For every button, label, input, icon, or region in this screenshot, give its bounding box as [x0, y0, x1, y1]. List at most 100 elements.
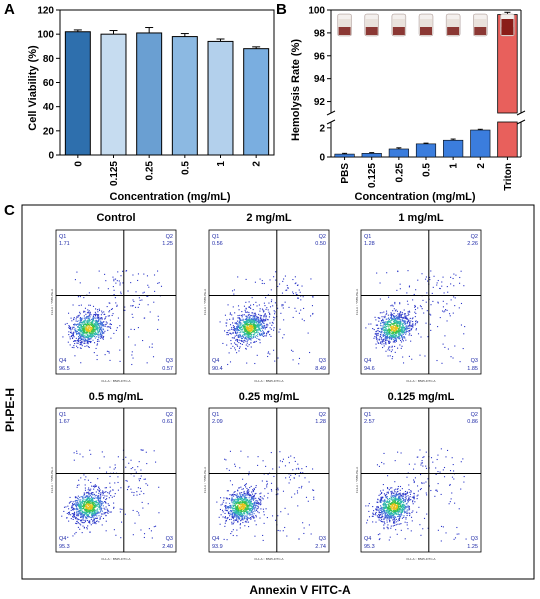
flow-event [80, 324, 83, 326]
flow-event [91, 485, 93, 487]
flow-event [88, 315, 90, 317]
flow-event [262, 498, 264, 500]
flow-event [383, 323, 385, 325]
flow-event [83, 502, 85, 504]
flow-event [385, 509, 388, 512]
flow-event [405, 329, 407, 331]
flow-event [395, 309, 397, 311]
flow-event [263, 522, 265, 524]
flow-event [81, 516, 83, 518]
flow-event [220, 497, 222, 499]
flow-event [244, 516, 246, 518]
flow-event [375, 332, 377, 334]
flow-event [92, 326, 94, 328]
flow-event [234, 516, 236, 518]
flow-event [99, 511, 101, 513]
flow-event [279, 460, 281, 462]
flow-event [247, 506, 249, 508]
flow-event [81, 495, 83, 498]
flow-event [222, 342, 224, 344]
flow-event [255, 326, 257, 328]
flow-event [88, 503, 90, 505]
flow-event [260, 508, 262, 510]
flow-event [396, 322, 398, 324]
flow-event [378, 320, 380, 322]
flow-event [390, 330, 392, 332]
flow-axis-x-small: FL1-A :: B525-FITC-A [101, 379, 130, 383]
flow-event [283, 334, 285, 336]
flow-event [246, 499, 248, 501]
flow-event [234, 510, 236, 512]
flow-event [402, 497, 404, 499]
flow-event [384, 330, 386, 333]
flow-event [244, 318, 246, 321]
flow-event [383, 345, 385, 347]
flow-event [395, 319, 397, 321]
flow-event [402, 329, 404, 331]
flow-event [100, 323, 102, 325]
flow-event [120, 537, 122, 539]
flow-event [231, 500, 233, 502]
flow-event [68, 327, 71, 330]
flow-event [90, 506, 92, 508]
flow-event [138, 297, 140, 299]
flow-event [253, 507, 255, 509]
flow-event [390, 336, 392, 338]
flow-event [404, 329, 406, 332]
flow-event [402, 327, 404, 329]
flow-event [402, 336, 404, 338]
flow-event [301, 468, 303, 470]
flow-event [254, 319, 256, 322]
flow-event [146, 463, 148, 465]
flow-event [122, 282, 124, 284]
flow-event [297, 284, 299, 286]
flow-event [80, 506, 82, 508]
flow-event [300, 295, 302, 297]
flow-event [383, 326, 385, 329]
flow-event [232, 516, 234, 518]
flow-event [233, 326, 235, 329]
flow-event [236, 328, 239, 330]
flow-event [298, 312, 300, 314]
flow-event [229, 515, 231, 517]
flow-event [80, 502, 82, 505]
flow-event [99, 467, 101, 469]
flow-event [75, 328, 77, 330]
flow-event [275, 279, 277, 281]
flow-event [243, 492, 245, 494]
flow-event [250, 496, 252, 499]
flow-event [385, 326, 387, 328]
flow-event [86, 322, 88, 324]
flow-event [86, 495, 88, 497]
flow-event [108, 497, 110, 499]
flow-event [246, 517, 248, 519]
flow-event [77, 498, 79, 500]
flow-event [80, 324, 82, 326]
flow-event [103, 335, 105, 338]
flow-event [76, 316, 78, 318]
flow-event [88, 510, 90, 512]
flow-event [239, 336, 241, 338]
flow-event [242, 494, 244, 496]
flow-event [101, 451, 103, 453]
flow-event [266, 332, 268, 334]
flow-event [261, 327, 263, 329]
flow-event [245, 323, 247, 325]
flow-event [81, 513, 83, 515]
flow-event [69, 336, 71, 338]
flow-event [102, 490, 104, 492]
flow-event [250, 495, 252, 497]
flow-event [273, 329, 275, 331]
flow-event [68, 334, 70, 336]
flow-event [385, 325, 388, 328]
flow-event [77, 329, 79, 331]
flow-event [419, 305, 421, 307]
flow-event [447, 291, 449, 293]
flow-event [296, 492, 299, 494]
flow-event [89, 522, 91, 524]
quadrant-q2-value: 0.61 [162, 419, 173, 425]
flow-event [262, 321, 264, 323]
flow-event [425, 322, 427, 324]
flow-event [89, 340, 91, 343]
